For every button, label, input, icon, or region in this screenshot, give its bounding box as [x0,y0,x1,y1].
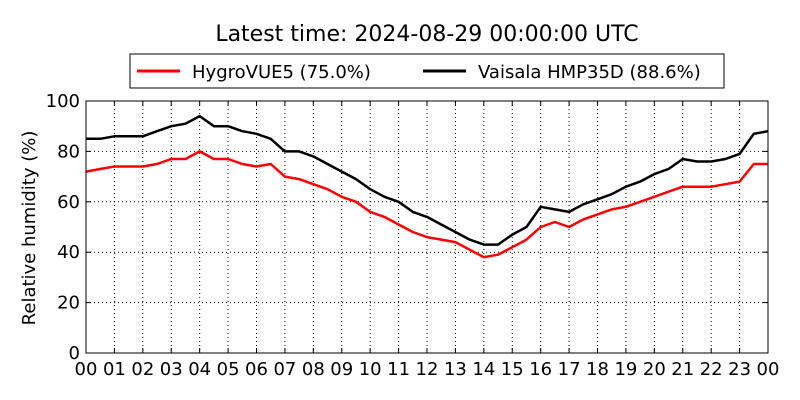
x-tick-label: 07 [273,359,296,380]
x-tick-label: 19 [614,359,637,380]
x-tick-label: 14 [472,359,495,380]
y-axis-label: Relative humidity (%) [19,131,40,326]
plot-frame [85,100,769,354]
x-tick-label: 22 [700,359,723,380]
x-tick-label: 11 [387,359,410,380]
x-tick-label: 00 [75,359,98,380]
y-tick-label: 100 [46,91,80,112]
x-tick-label: 03 [160,359,183,380]
y-tick-label: 60 [57,192,80,213]
x-tick-label: 05 [217,359,240,380]
y-tick-label: 80 [57,141,80,162]
legend: HygroVUE5 (75.0%) Vaisala HMP35D (88.6%) [129,53,725,89]
ticks: 00 01 02 03 04 05 06 07 08 09 10 11 12 13 14 15 16 17 18 19… [46,91,780,380]
x-tick-label: 02 [131,359,154,380]
y-tick-label: 0 [69,343,80,364]
x-tick-label: 08 [302,359,325,380]
chart-title: Latest time: 2024-08-29 00:00:00 UTC [215,22,638,47]
x-tick-label: 23 [728,359,751,380]
legend-label: HygroVUE5 (75.0%) [192,62,371,83]
x-tick-label: 12 [416,359,439,380]
x-tick-label: 10 [359,359,382,380]
x-tick-label: 04 [188,359,211,380]
y-tick-label: 20 [57,293,80,314]
x-tick-label: 06 [245,359,268,380]
x-tick-label: 01 [103,359,126,380]
series-line-1 [86,114,769,246]
x-tick-label: 20 [643,359,666,380]
x-tick-label: 16 [529,359,552,380]
x-tick-label: 00 [757,359,780,380]
y-tick-label: 40 [57,242,80,263]
x-tick-label: 21 [671,359,694,380]
series-line-0 [85,150,768,259]
grid [86,101,768,353]
x-tick-label: 09 [330,359,353,380]
x-tick-label: 17 [558,359,581,380]
x-tick-label: 13 [444,359,467,380]
x-tick-label: 18 [586,359,609,380]
series-layer [85,114,769,259]
x-tick-label: 15 [501,359,524,380]
legend-label: Vaisala HMP35D (88.6%) [478,62,701,83]
